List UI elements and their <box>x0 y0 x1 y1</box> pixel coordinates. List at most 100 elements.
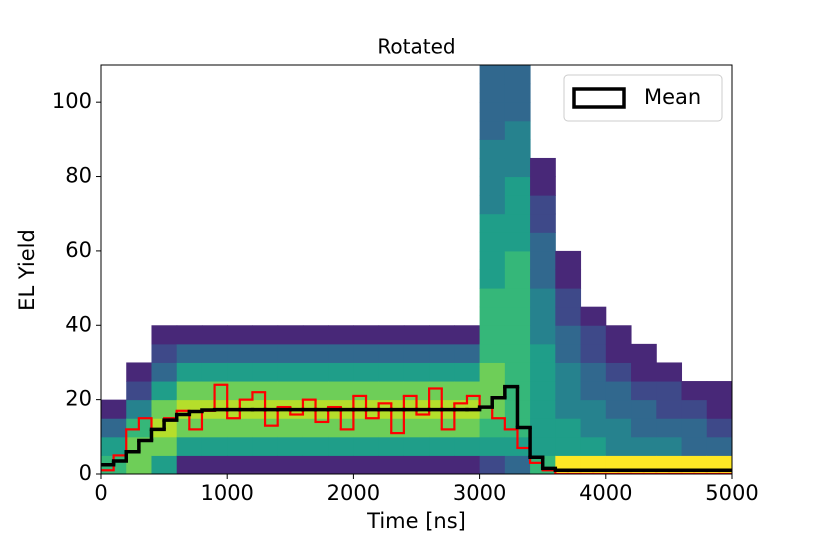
heatmap-cell <box>555 288 582 308</box>
heatmap-cell <box>101 84 127 103</box>
heatmap-cell <box>126 121 152 140</box>
heatmap-cell <box>353 362 380 382</box>
heatmap-cell <box>404 102 430 121</box>
heatmap-cell <box>504 455 531 475</box>
heatmap-cell <box>706 436 733 456</box>
heatmap-cell <box>176 343 203 363</box>
heatmap-cell <box>126 251 152 270</box>
heatmap-cell <box>504 250 531 270</box>
heatmap-cell <box>277 418 304 438</box>
heatmap-cell <box>530 84 556 103</box>
plot-area <box>101 65 733 475</box>
heatmap-cell <box>328 84 354 103</box>
heatmap-cell <box>631 270 657 289</box>
heatmap-cell <box>606 121 632 140</box>
heatmap-cell <box>177 102 203 121</box>
heatmap-cell <box>530 325 556 345</box>
heatmap-cell <box>379 288 405 307</box>
heatmap-cell <box>631 343 657 363</box>
heatmap-cell <box>101 399 127 419</box>
heatmap-cell <box>177 251 203 270</box>
heatmap-cell <box>530 102 556 121</box>
heatmap-cell <box>227 455 253 475</box>
heatmap-cell <box>227 288 253 307</box>
heatmap-cell <box>681 418 708 438</box>
heatmap-cell <box>479 325 506 345</box>
heatmap-cell <box>201 455 228 475</box>
heatmap-cell <box>278 270 304 289</box>
heatmap-cell <box>328 270 354 289</box>
heatmap-cell <box>101 158 127 177</box>
heatmap-cell <box>176 362 203 382</box>
chart-title: Rotated <box>377 35 455 59</box>
heatmap-cell <box>177 270 203 289</box>
heatmap-cell <box>631 232 657 251</box>
heatmap-cell <box>176 436 203 456</box>
heatmap-cell <box>227 307 253 326</box>
heatmap-cell <box>530 269 556 289</box>
heatmap-cell <box>429 139 455 158</box>
heatmap-cell <box>555 158 581 177</box>
heatmap-cell <box>682 177 708 196</box>
heatmap-cell <box>631 158 657 177</box>
heatmap-cell <box>403 362 430 382</box>
heatmap-cell <box>176 325 203 345</box>
heatmap-cell <box>581 195 607 214</box>
heatmap-cell <box>252 158 278 177</box>
heatmap-cell <box>631 325 657 344</box>
heatmap-cell <box>379 121 405 140</box>
heatmap-cell <box>530 306 556 326</box>
heatmap-cell <box>353 195 379 214</box>
heatmap-cell <box>126 344 152 363</box>
heatmap-cell <box>555 195 581 214</box>
heatmap-cell <box>707 195 733 214</box>
heatmap-cell <box>479 176 506 196</box>
heatmap-cell <box>303 84 329 103</box>
heatmap-cell <box>530 288 556 308</box>
heatmap-cell <box>302 362 329 382</box>
heatmap-cell <box>353 139 379 158</box>
heatmap-cell <box>252 102 278 121</box>
legend-swatch <box>572 87 626 109</box>
heatmap-cell <box>202 139 228 158</box>
heatmap-cell <box>353 251 379 270</box>
heatmap-cell <box>378 343 405 363</box>
heatmap-cell <box>631 399 657 419</box>
heatmap-cell <box>504 157 531 178</box>
heatmap-cell <box>682 270 708 289</box>
heatmap-cell <box>606 232 632 251</box>
heatmap-cell <box>606 139 632 158</box>
heatmap-cell <box>605 399 632 419</box>
heatmap-cell <box>252 362 279 382</box>
heatmap-cell <box>303 177 329 196</box>
heatmap-cell <box>555 306 582 326</box>
heatmap-cell <box>277 455 304 475</box>
heatmap-cell <box>101 270 127 289</box>
heatmap-cell <box>328 177 354 196</box>
heatmap-cell <box>479 381 506 401</box>
heatmap-cell <box>177 84 203 103</box>
heatmap-cell <box>429 195 455 214</box>
heatmap-cell <box>328 65 354 84</box>
heatmap-cell <box>151 436 178 456</box>
heatmap-cell <box>227 214 253 233</box>
heatmap-cell <box>303 288 329 307</box>
heatmap-cell <box>504 232 531 252</box>
heatmap-cell <box>504 306 531 326</box>
step-line <box>101 384 732 473</box>
heatmap-cell <box>101 121 127 140</box>
heatmap-cell <box>227 270 253 289</box>
heatmap-cell <box>580 325 607 345</box>
heatmap-cell <box>202 65 228 84</box>
heatmap-cell <box>504 343 531 363</box>
heatmap-cell <box>252 177 278 196</box>
heatmap-cell <box>631 436 657 456</box>
heatmap-cell <box>530 362 556 382</box>
heatmap-cell <box>707 251 733 270</box>
heatmap-cell <box>252 381 279 401</box>
heatmap-cell <box>555 418 582 438</box>
y-tick-label: 80 <box>65 164 92 188</box>
heatmap-cell <box>202 177 228 196</box>
heatmap-cell <box>530 213 556 233</box>
heatmap-cell <box>252 214 278 233</box>
